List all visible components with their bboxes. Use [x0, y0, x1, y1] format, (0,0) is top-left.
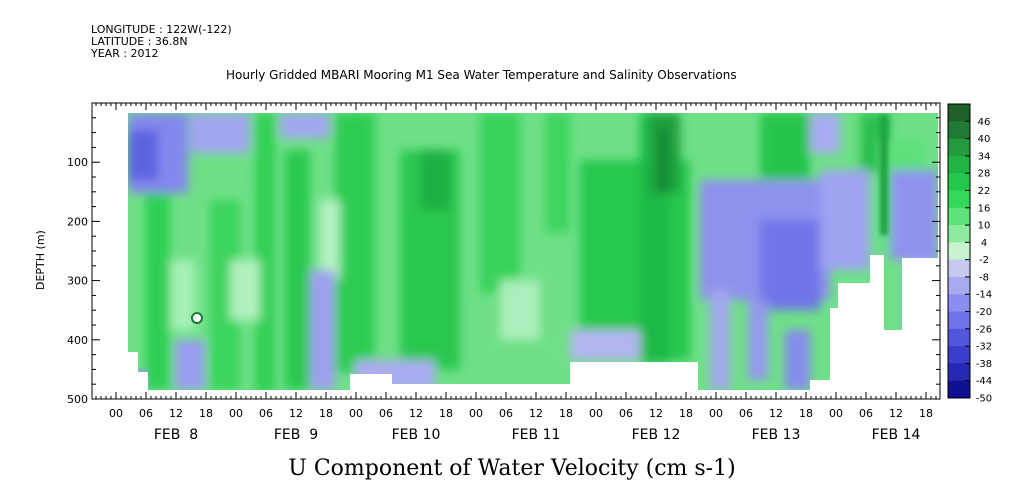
- day-label: FEB 10: [392, 427, 441, 443]
- colorbar-label: 46: [978, 117, 991, 128]
- colorbar-swatch: [948, 346, 970, 364]
- x-axis: 00 06 12 18 00 06 12 18 00 06 12 18 00 06 12 18 00 06 12 18…: [95, 103, 937, 443]
- x-tick-label: 00: [469, 407, 483, 420]
- y-tick-label: 100: [67, 156, 88, 169]
- colorbar-swatch: [948, 190, 970, 209]
- y-tick-label: 200: [67, 215, 88, 228]
- colorbar-label: -20: [976, 307, 992, 318]
- colorbar-frame: [947, 103, 971, 399]
- colorbar-label: 4: [981, 238, 987, 249]
- x-tick-label: 18: [679, 407, 693, 420]
- x-tick-label: 18: [199, 407, 213, 420]
- x-tick-label: 18: [559, 407, 573, 420]
- x-tick-label: 12: [769, 407, 783, 420]
- x-tick-label: 06: [859, 407, 873, 420]
- day-label: FEB 11: [512, 427, 561, 443]
- colorbar-label: 10: [978, 221, 991, 232]
- colorbar-label: -14: [976, 290, 992, 301]
- longitude-text: LONGITUDE : 122W(-122): [91, 23, 232, 36]
- colorbar-label: 28: [978, 169, 991, 180]
- x-tick-label: 06: [739, 407, 753, 420]
- x-tick-label: 00: [829, 407, 843, 420]
- x-tick-label: 06: [139, 407, 153, 420]
- colorbar-swatch: [948, 155, 970, 174]
- day-label: FEB 9: [274, 427, 318, 443]
- colorbar-swatch: [948, 276, 970, 295]
- x-tick-label: 12: [289, 407, 303, 420]
- colorbar-label: -26: [976, 324, 992, 335]
- x-tick-label: 00: [229, 407, 243, 420]
- colorbar-swatch: [948, 138, 970, 157]
- colorbar-swatch: [948, 121, 970, 140]
- colorbar-swatch: [948, 363, 970, 382]
- chart-title: Hourly Gridded MBARI Mooring M1 Sea Wate…: [226, 68, 737, 82]
- colorbar-swatch: [948, 328, 970, 347]
- x-tick-label: 12: [649, 407, 663, 420]
- y-tick-label: 400: [67, 334, 88, 347]
- colorbar-label: -2: [979, 255, 989, 266]
- colorbar-swatch: [948, 173, 970, 191]
- colorbar-swatch: [948, 294, 970, 313]
- colorbar-label: -38: [976, 359, 992, 370]
- colorbar-label: 40: [978, 134, 991, 145]
- colorbar-label: -8: [979, 272, 989, 283]
- x-tick-label: 00: [109, 407, 123, 420]
- colorbar-swatch: [948, 311, 970, 330]
- day-label: FEB 12: [632, 427, 681, 443]
- colorbar: 46 40 34 28 22 16 10 4 -2 -8 -14 -20 -26 -32 -38 -44 -50: [947, 103, 992, 405]
- y-tick-label: 500: [67, 393, 88, 406]
- colorbar-label: 16: [978, 203, 991, 214]
- x-tick-label: 00: [349, 407, 363, 420]
- x-tick-label: 12: [409, 407, 423, 420]
- x-tick-label: 06: [619, 407, 633, 420]
- x-tick-label: 18: [319, 407, 333, 420]
- colorbar-label: -50: [976, 394, 992, 405]
- latitude-text: LATITUDE : 36.8N: [91, 35, 188, 48]
- day-label: FEB 14: [872, 427, 921, 443]
- colorbar-label: 22: [978, 186, 991, 197]
- x-axis-title: U Component of Water Velocity (cm s-1): [288, 456, 735, 481]
- data-gap-marker: [191, 312, 203, 324]
- x-tick-label: 12: [889, 407, 903, 420]
- colorbar-swatch: [948, 207, 970, 226]
- heatmap-field: [128, 113, 938, 390]
- x-tick-label: 18: [919, 407, 933, 420]
- colorbar-label: -44: [976, 376, 992, 387]
- y-tick-label: 300: [67, 275, 88, 288]
- day-label: FEB 8: [154, 427, 198, 443]
- x-tick-label: 06: [259, 407, 273, 420]
- x-tick-label: 06: [499, 407, 513, 420]
- colorbar-swatch: [948, 104, 970, 122]
- x-tick-label: 12: [169, 407, 183, 420]
- year-text: YEAR : 2012: [91, 47, 159, 60]
- x-tick-label: 06: [379, 407, 393, 420]
- colorbar-swatch: [948, 242, 970, 261]
- x-tick-label: 18: [439, 407, 453, 420]
- colorbar-label: -32: [976, 342, 992, 353]
- x-tick-label: 18: [799, 407, 813, 420]
- colorbar-swatch: [948, 225, 970, 243]
- colorbar-swatch: [948, 380, 970, 399]
- x-tick-label: 00: [709, 407, 723, 420]
- colorbar-label: 34: [978, 151, 991, 162]
- x-tick-label: 00: [589, 407, 603, 420]
- y-axis-label: DEPTH (m): [34, 230, 47, 290]
- day-label: FEB 13: [752, 427, 801, 443]
- colorbar-swatch: [948, 259, 970, 278]
- y-axis: 100 200 300 400 500: [67, 102, 940, 406]
- x-tick-label: 12: [529, 407, 543, 420]
